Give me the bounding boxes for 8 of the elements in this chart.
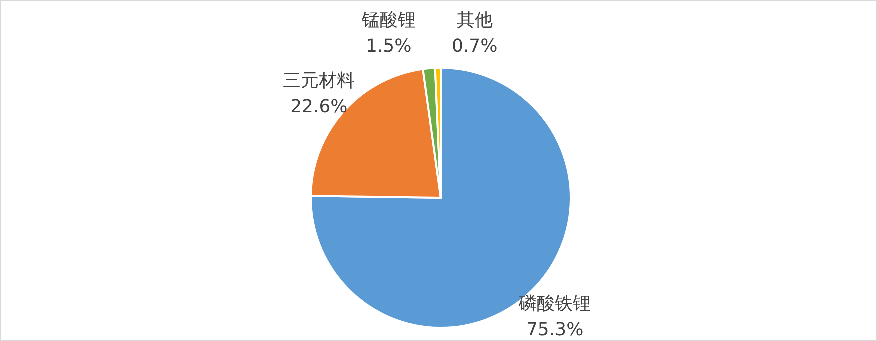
value-label: 1.5% <box>366 36 412 57</box>
category-label: 锰酸锂 <box>362 10 416 31</box>
value-label: 75.3% <box>526 320 584 341</box>
value-label: 0.7% <box>452 36 498 57</box>
value-label: 22.6% <box>290 96 348 118</box>
category-label: 磷酸铁锂 <box>519 294 592 315</box>
category-label: 其他 <box>456 10 493 31</box>
category-label: 三元材料 <box>283 70 356 92</box>
